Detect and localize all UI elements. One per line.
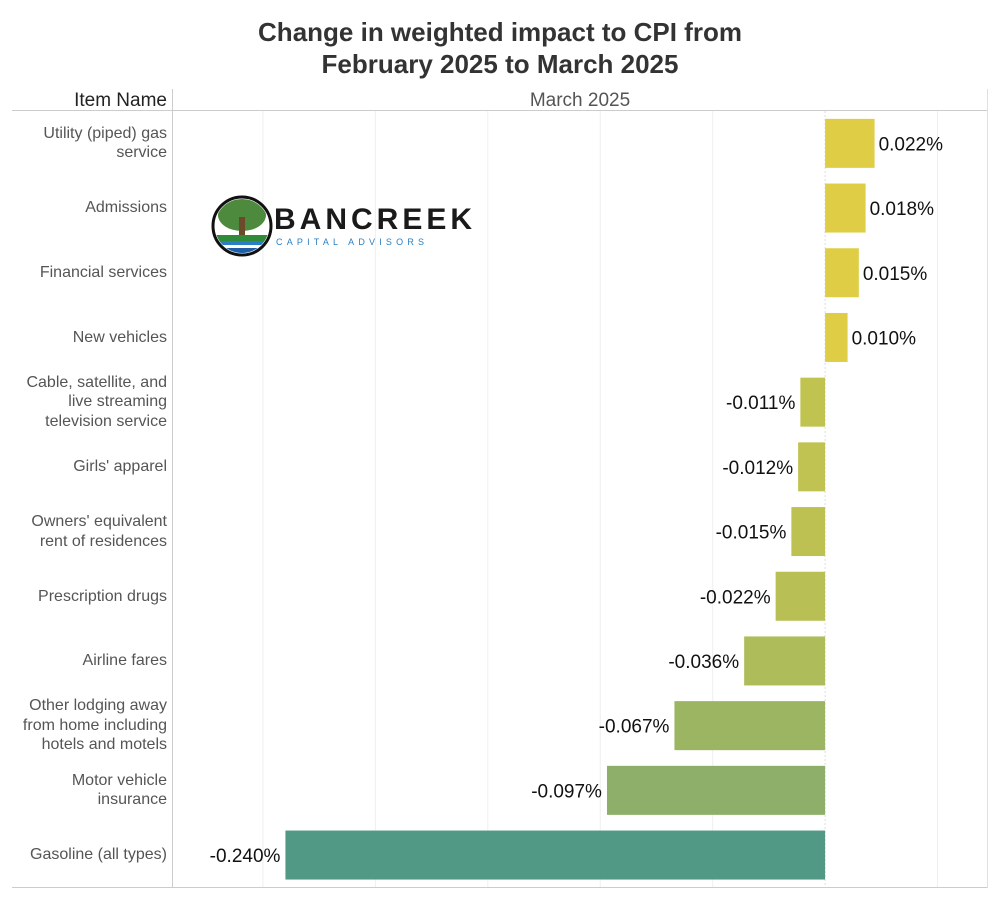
category-label-line: Motor vehicle bbox=[71, 771, 167, 789]
category-label: Utility (piped) gas service bbox=[8, 124, 167, 163]
category-label-line: live streaming bbox=[68, 393, 167, 411]
category-label-line: New vehicles bbox=[72, 328, 167, 346]
bar bbox=[775, 571, 826, 621]
chart-title-line-2: February 2025 to March 2025 bbox=[321, 49, 679, 79]
bar bbox=[285, 830, 826, 880]
tree-icon bbox=[211, 195, 273, 257]
category-label-line: Cable, satellite, and bbox=[26, 373, 167, 391]
bar bbox=[825, 183, 866, 233]
data-label: 0.010% bbox=[852, 328, 917, 349]
data-label: -0.097% bbox=[531, 781, 602, 802]
row-header-divider bbox=[172, 89, 173, 888]
category-label-line: from home including bbox=[22, 716, 167, 734]
category-label-line: Utility (piped) gas bbox=[43, 124, 167, 142]
data-label: -0.015% bbox=[716, 523, 787, 544]
category-label-line: rent of residences bbox=[39, 532, 167, 550]
logo-wordmark: BANCREEK bbox=[274, 203, 477, 236]
data-label: -0.240% bbox=[210, 846, 281, 867]
category-label: Admissions bbox=[8, 198, 167, 218]
chart-title: Change in weighted impact to CPI from Fe… bbox=[0, 16, 1000, 80]
category-label-line: Owners' equivalent bbox=[31, 513, 167, 531]
right-border bbox=[987, 89, 988, 888]
data-label: -0.011% bbox=[726, 393, 795, 414]
bar bbox=[606, 765, 826, 815]
logo-tagline: CAPITAL ADVISORS bbox=[276, 237, 429, 247]
column-header: March 2025 bbox=[529, 90, 631, 111]
chart-title-line-1: Change in weighted impact to CPI from bbox=[258, 17, 742, 47]
category-label: New vehicles bbox=[8, 328, 167, 348]
header-divider bbox=[12, 110, 988, 111]
category-label-line: television service bbox=[45, 412, 167, 430]
row-header: Item Name bbox=[74, 90, 167, 111]
data-label: 0.022% bbox=[879, 134, 944, 155]
bancreek-logo: BANCREEK CAPITAL ADVISORS bbox=[210, 195, 472, 259]
bar bbox=[825, 118, 875, 168]
data-label: -0.012% bbox=[722, 458, 793, 479]
data-label: 0.018% bbox=[870, 199, 935, 220]
category-label: Other lodging away from home including hot… bbox=[8, 696, 167, 755]
category-label-line: Other lodging away bbox=[29, 697, 167, 715]
category-label: Gasoline (all types) bbox=[8, 845, 167, 865]
data-label: -0.067% bbox=[599, 717, 670, 738]
bottom-border bbox=[12, 887, 988, 888]
category-label-line: Gasoline (all types) bbox=[30, 846, 167, 864]
category-label-line: Financial services bbox=[39, 264, 167, 281]
category-label: Prescription drugs bbox=[8, 587, 167, 607]
data-label: 0.015% bbox=[863, 264, 928, 285]
category-label: Girls' apparel bbox=[8, 457, 167, 477]
bar bbox=[744, 636, 826, 686]
category-label-line: Admissions bbox=[85, 199, 167, 217]
category-label-line: Airline fares bbox=[82, 652, 167, 670]
category-label-line: Girls' apparel bbox=[73, 458, 167, 476]
bar bbox=[800, 377, 826, 427]
data-label: -0.036% bbox=[668, 652, 739, 673]
bar bbox=[825, 312, 848, 362]
category-label: Owners' equivalent rent of residences bbox=[8, 512, 167, 551]
category-label: Motor vehicle insurance bbox=[8, 771, 167, 810]
category-label: Financial services bbox=[8, 263, 167, 283]
data-label: -0.022% bbox=[700, 587, 771, 608]
bar bbox=[674, 701, 826, 751]
category-label-line: service bbox=[116, 144, 167, 162]
bar bbox=[825, 248, 859, 298]
category-label-line: insurance bbox=[97, 791, 167, 809]
category-label-line: Prescription drugs bbox=[38, 587, 167, 605]
bar bbox=[791, 507, 826, 557]
category-label: Cable, satellite, and live streaming telev… bbox=[8, 373, 167, 432]
bar bbox=[798, 442, 826, 492]
category-label: Airline fares bbox=[8, 651, 167, 671]
category-label-line: hotels and motels bbox=[41, 736, 167, 754]
